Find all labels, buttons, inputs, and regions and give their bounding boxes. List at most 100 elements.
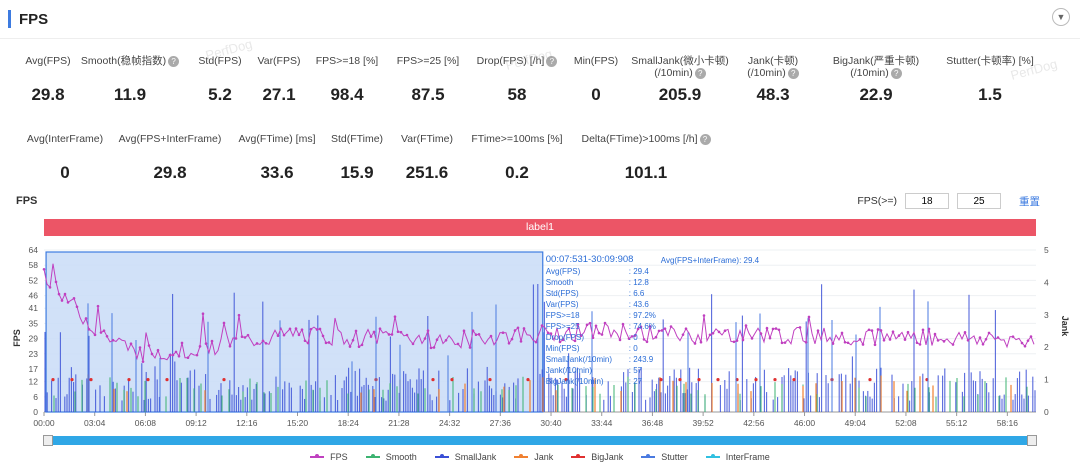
metric-label: Avg(FPS) bbox=[0, 55, 118, 67]
reset-button[interactable]: 重置 bbox=[1019, 195, 1040, 208]
x-tick-label: 12:16 bbox=[236, 418, 258, 428]
legend-item-stutter[interactable]: Stutter bbox=[641, 452, 688, 462]
y2-tick-label: 4 bbox=[1044, 277, 1049, 287]
legend-item-smalljank[interactable]: SmallJank bbox=[434, 452, 497, 462]
y2-axis-label: Jank bbox=[1060, 316, 1070, 338]
x-tick-label: 46:00 bbox=[794, 418, 816, 428]
metric-value: 251.6 bbox=[405, 163, 449, 182]
x-tick-label: 24:32 bbox=[439, 418, 461, 428]
legend-item-smooth[interactable]: Smooth bbox=[365, 452, 417, 462]
help-icon[interactable]: ? bbox=[694, 67, 706, 79]
x-tick-label: 36:48 bbox=[642, 418, 664, 428]
bigjank-mark bbox=[127, 378, 131, 382]
scroll-handle-left[interactable] bbox=[43, 435, 53, 446]
y-tick-label: 58 bbox=[29, 260, 39, 270]
metric-label-text: Delta(FTime)>100ms [/h] bbox=[581, 133, 698, 145]
legend-label: SmallJank bbox=[454, 452, 497, 462]
metric-label-text: Var(FPS) bbox=[257, 55, 301, 67]
help-icon[interactable]: ? bbox=[890, 67, 902, 79]
legend-label: BigJank bbox=[591, 452, 624, 462]
metric-label: Avg(InterFrame) bbox=[0, 133, 135, 145]
x-tick-label: 39:52 bbox=[692, 418, 714, 428]
threshold-label: FPS(>=) bbox=[857, 195, 897, 207]
scroll-handle-right[interactable] bbox=[1027, 435, 1037, 446]
metric-label-unit: (/10min) bbox=[747, 67, 786, 79]
y-tick-label: 12 bbox=[29, 377, 39, 387]
metric-value: 205.9 bbox=[658, 85, 702, 104]
y-tick-label: 23 bbox=[29, 349, 39, 359]
tooltip-row-label: SmallJank(/10min) bbox=[546, 355, 613, 364]
tooltip-range: 00:07:531-30:09:908 bbox=[546, 254, 634, 265]
metric-metrics_row2-1: Avg(FPS+InterFrame) 29.8 bbox=[100, 133, 240, 183]
metric-metrics_row1-2: Std(FPS) 5.2 bbox=[150, 55, 290, 105]
metric-value: 48.3 bbox=[756, 85, 790, 104]
fps-chart[interactable]: 64 58 52 46 41 35 29 23 17 12 6 0 5 4 3 2 1 0 FPS Jank 00:00… bbox=[0, 236, 1080, 436]
divider bbox=[0, 38, 1080, 39]
x-tick-label: 00:00 bbox=[33, 418, 55, 428]
legend-item-interframe[interactable]: InterFrame bbox=[705, 452, 770, 462]
metric-metrics_row1-5: FPS>=25 [%] 87.5 bbox=[358, 55, 498, 105]
time-range-scrollbar[interactable] bbox=[43, 435, 1037, 446]
threshold1-input[interactable] bbox=[905, 193, 949, 209]
chart-title: FPS bbox=[16, 195, 38, 207]
bigjank-mark bbox=[792, 378, 796, 382]
metric-label: Avg(FTime) [ms] bbox=[207, 133, 347, 145]
legend-label: InterFrame bbox=[725, 452, 770, 462]
tooltip-row-value: : 43.6 bbox=[629, 300, 650, 309]
legend-label: Smooth bbox=[385, 452, 417, 462]
help-icon[interactable]: ? bbox=[168, 55, 180, 67]
metric-metrics_row1-8: SmallJank(微小卡顿) (/10min)? 205.9 bbox=[610, 55, 750, 105]
bigjank-mark bbox=[564, 378, 568, 382]
help-icon[interactable]: ? bbox=[699, 133, 711, 145]
metric-value: 0 bbox=[60, 163, 70, 182]
help-icon[interactable]: ? bbox=[787, 67, 799, 79]
bigjank-mark bbox=[488, 378, 492, 382]
metric-label: Std(FTime) bbox=[287, 133, 427, 145]
y-tick-label: 6 bbox=[33, 392, 38, 402]
x-tick-label: 58:16 bbox=[997, 418, 1019, 428]
metric-label-text: Drop(FPS) [/h] bbox=[476, 55, 545, 67]
metric-value: 33.6 bbox=[260, 163, 294, 182]
metric-label-text: Std(FTime) bbox=[330, 133, 384, 145]
y2-tick-label: 0 bbox=[1044, 407, 1049, 417]
metric-label-text: Jank(卡顿) bbox=[747, 55, 799, 67]
tooltip-row-value: : 74.6% bbox=[629, 322, 656, 331]
x-tick-label: 03:04 bbox=[84, 418, 106, 428]
help-icon[interactable]: ? bbox=[546, 55, 558, 67]
section-title: FPS bbox=[8, 8, 48, 30]
metric-value: 98.4 bbox=[330, 85, 364, 104]
legend-swatch bbox=[365, 454, 380, 458]
title-accent-bar bbox=[8, 10, 11, 28]
x-tick-label: 27:36 bbox=[490, 418, 512, 428]
x-tick-label: 30:40 bbox=[540, 418, 562, 428]
metric-label: FPS>=25 [%] bbox=[358, 55, 498, 67]
metric-metrics_row2-6: Delta(FTime)>100ms [/h]? 101.1 bbox=[576, 133, 716, 183]
metric-label-text: Avg(FPS+InterFrame) bbox=[118, 133, 222, 145]
legend-item-fps[interactable]: FPS bbox=[310, 452, 348, 462]
legend-item-bigjank[interactable]: BigJank bbox=[571, 452, 623, 462]
legend-item-jank[interactable]: Jank bbox=[514, 452, 553, 462]
tooltip-row-value: : 243.9 bbox=[629, 355, 654, 364]
x-tick-label: 06:08 bbox=[135, 418, 157, 428]
x-tick-label: 52:08 bbox=[895, 418, 917, 428]
metric-metrics_row1-9: Jank(卡顿) (/10min)? 48.3 bbox=[703, 55, 843, 105]
x-tick-label: 33:44 bbox=[591, 418, 613, 428]
x-tick-label: 15:20 bbox=[287, 418, 309, 428]
metric-value: 87.5 bbox=[411, 85, 445, 104]
y-tick-label: 17 bbox=[29, 364, 39, 374]
metric-label-text: Avg(FTime) [ms] bbox=[238, 133, 316, 145]
chevron-down-icon[interactable]: ▼ bbox=[1052, 8, 1070, 26]
metric-label-text: FPS>=25 [%] bbox=[396, 55, 460, 67]
chart-legend: FPS Smooth SmallJank Jank BigJank Stutter Inte… bbox=[0, 452, 1080, 462]
page-title: FPS bbox=[19, 10, 49, 28]
bigjank-mark bbox=[165, 378, 169, 382]
y2-tick-label: 1 bbox=[1044, 375, 1049, 385]
threshold2-input[interactable] bbox=[957, 193, 1001, 209]
metric-metrics_row1-0: Avg(FPS) 29.8 bbox=[0, 55, 118, 105]
legend-swatch bbox=[434, 454, 449, 458]
metric-label: Delta(FTime)>100ms [/h]? bbox=[576, 133, 716, 145]
label-bar[interactable]: label1 bbox=[44, 219, 1036, 236]
metric-label: Std(FPS) bbox=[150, 55, 290, 67]
metric-label-text: FTime>=100ms [%] bbox=[471, 133, 563, 145]
y-tick-label: 35 bbox=[29, 318, 39, 328]
